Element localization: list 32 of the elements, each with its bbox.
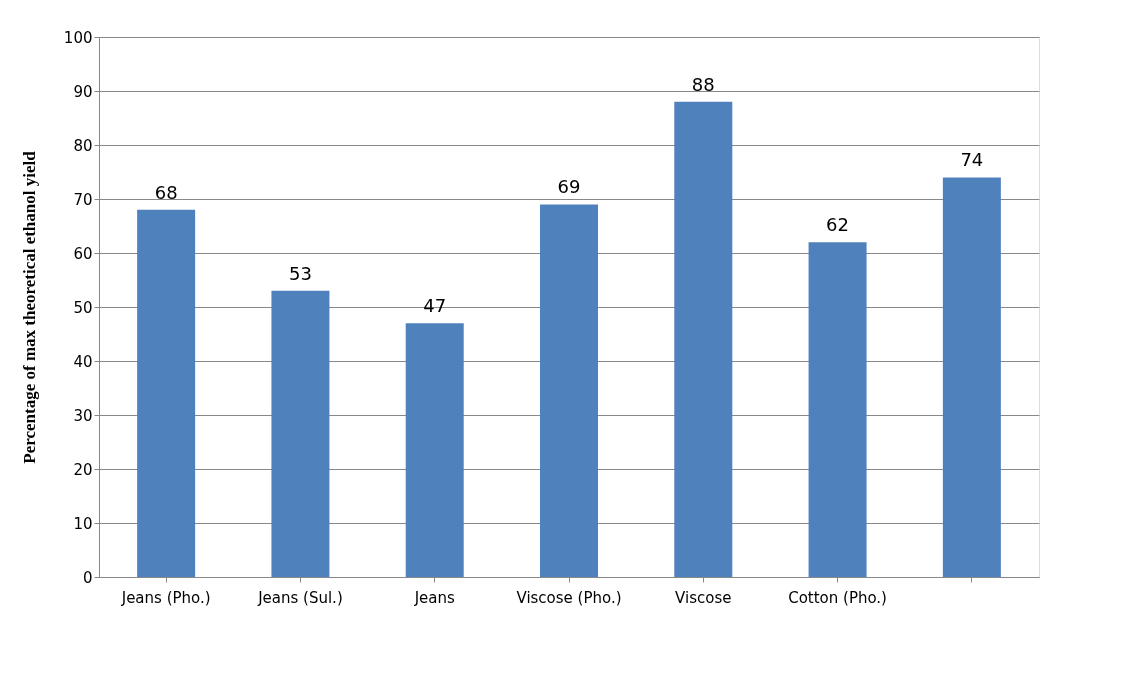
x-tick-label: Cotton (Pho.) <box>788 588 887 607</box>
data-label: 47 <box>423 295 447 317</box>
bar <box>540 204 598 577</box>
x-tick-label: Viscose (Pho.) <box>516 588 622 607</box>
y-tick-label: 40 <box>73 352 93 371</box>
y-tick-label: 90 <box>73 82 93 101</box>
bar <box>137 209 196 577</box>
x-tick-label: Jeans <box>413 588 455 607</box>
y-tick-label: 50 <box>73 298 93 317</box>
bar <box>942 177 1001 577</box>
bar <box>271 290 330 577</box>
data-label: 88 <box>691 73 715 95</box>
bar <box>808 242 867 577</box>
data-label: 62 <box>826 214 850 236</box>
y-tick-label: 60 <box>73 244 93 263</box>
data-label: 74 <box>960 149 984 171</box>
y-tick-label: 0 <box>82 568 93 587</box>
x-tick-label: Viscose <box>675 588 732 607</box>
x-tick-label: Jeans (Pho.) <box>120 588 211 607</box>
y-tick-label: 70 <box>73 190 93 209</box>
x-tick-label: Jeans (Sul.) <box>257 588 343 607</box>
y-tick-label: 80 <box>73 136 93 155</box>
data-label: 53 <box>288 262 312 284</box>
data-label: 68 <box>154 181 178 203</box>
y-tick-label: 30 <box>73 406 93 425</box>
y-tick-label: 10 <box>73 514 93 533</box>
bar <box>405 323 464 577</box>
data-label: 69 <box>557 176 581 198</box>
y-axis-title: Percentage of max theoretical ethanol yield <box>19 150 39 464</box>
y-tick-label: 100 <box>63 28 93 47</box>
bar <box>674 101 733 577</box>
y-tick-label: 20 <box>73 460 93 479</box>
